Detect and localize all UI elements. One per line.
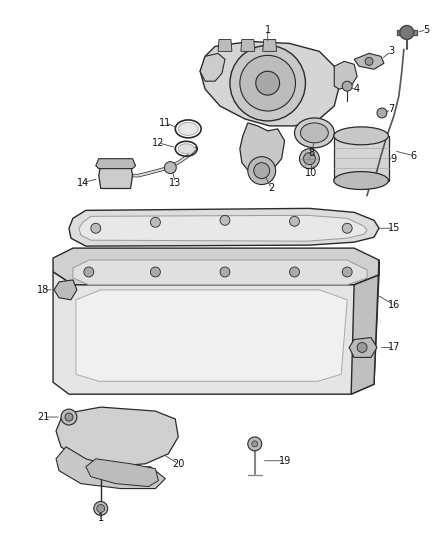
Circle shape: [254, 163, 270, 179]
Circle shape: [342, 267, 352, 277]
Circle shape: [400, 26, 414, 39]
Circle shape: [304, 153, 315, 165]
Circle shape: [164, 161, 176, 174]
Circle shape: [84, 267, 94, 277]
Polygon shape: [218, 39, 232, 51]
Circle shape: [290, 267, 300, 277]
Circle shape: [65, 413, 73, 421]
Polygon shape: [334, 61, 357, 89]
Polygon shape: [354, 53, 384, 69]
Text: 4: 4: [354, 84, 360, 94]
Circle shape: [61, 409, 77, 425]
Polygon shape: [53, 272, 379, 394]
Text: 12: 12: [152, 138, 165, 148]
Polygon shape: [79, 215, 367, 241]
Polygon shape: [200, 53, 225, 81]
Circle shape: [150, 267, 160, 277]
Text: 1: 1: [98, 513, 104, 523]
Circle shape: [150, 217, 160, 227]
Text: 11: 11: [159, 118, 171, 128]
Polygon shape: [56, 407, 178, 467]
Polygon shape: [397, 29, 417, 36]
Circle shape: [220, 215, 230, 225]
Text: 10: 10: [305, 167, 318, 177]
Circle shape: [97, 504, 105, 512]
Ellipse shape: [334, 172, 389, 190]
Text: 17: 17: [388, 343, 400, 352]
Circle shape: [248, 157, 276, 184]
Circle shape: [342, 223, 352, 233]
Polygon shape: [53, 248, 379, 285]
Circle shape: [300, 149, 319, 168]
Polygon shape: [96, 159, 135, 168]
Text: 1: 1: [265, 25, 271, 35]
Text: 19: 19: [279, 456, 291, 466]
Circle shape: [248, 437, 262, 451]
Text: 9: 9: [391, 154, 397, 164]
Text: 8: 8: [308, 148, 314, 158]
Circle shape: [94, 502, 108, 515]
Circle shape: [252, 441, 258, 447]
Polygon shape: [349, 337, 377, 358]
Text: 16: 16: [388, 300, 400, 310]
Polygon shape: [200, 42, 339, 126]
Text: 7: 7: [388, 104, 394, 114]
Polygon shape: [240, 123, 285, 175]
Polygon shape: [56, 447, 165, 489]
Text: 20: 20: [172, 459, 184, 469]
Circle shape: [365, 58, 373, 65]
Circle shape: [256, 71, 279, 95]
Circle shape: [342, 81, 352, 91]
Text: 14: 14: [77, 177, 89, 188]
Ellipse shape: [178, 123, 198, 135]
Text: 2: 2: [268, 183, 275, 193]
Text: 5: 5: [424, 25, 430, 35]
Polygon shape: [334, 136, 389, 181]
Polygon shape: [241, 39, 255, 51]
Text: 3: 3: [388, 46, 394, 56]
Ellipse shape: [334, 127, 389, 145]
Polygon shape: [73, 260, 367, 285]
Circle shape: [240, 55, 296, 111]
Circle shape: [220, 267, 230, 277]
Text: 18: 18: [37, 285, 49, 295]
Polygon shape: [76, 290, 347, 381]
Polygon shape: [69, 208, 379, 246]
Circle shape: [91, 223, 101, 233]
Text: 13: 13: [169, 177, 181, 188]
Ellipse shape: [300, 123, 328, 143]
Circle shape: [290, 216, 300, 226]
Polygon shape: [86, 459, 159, 487]
Polygon shape: [351, 260, 379, 394]
Ellipse shape: [294, 118, 334, 148]
Circle shape: [357, 343, 367, 352]
Text: 21: 21: [37, 412, 49, 422]
Ellipse shape: [178, 144, 194, 154]
Polygon shape: [263, 39, 277, 51]
Circle shape: [377, 108, 387, 118]
Circle shape: [230, 45, 305, 121]
Text: 15: 15: [388, 223, 400, 233]
Polygon shape: [54, 280, 77, 300]
Text: 6: 6: [411, 151, 417, 161]
Polygon shape: [99, 164, 133, 189]
